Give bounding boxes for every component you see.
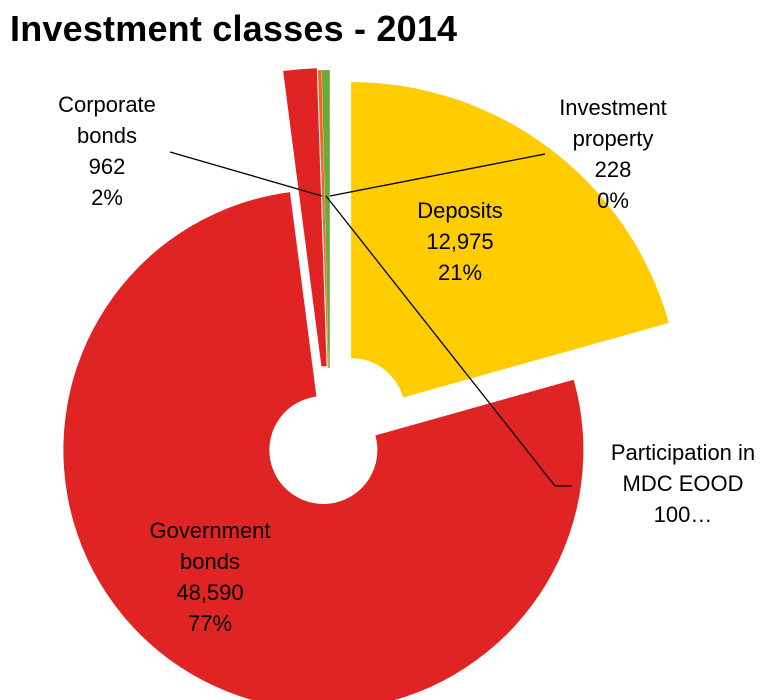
pie-slice-investment-property (321, 70, 330, 369)
chart-title: Investment classes - 2014 (10, 8, 458, 49)
data-label-government-bonds: Government bonds 48,590 77% (149, 518, 270, 636)
data-label-deposits: Deposits 12,975 21% (417, 198, 503, 285)
data-label-investment-property: Investment property 228 0% (559, 95, 667, 213)
data-label-participation-in-mdc-eood: Participation in MDC EOOD 100… (611, 440, 755, 527)
pie-slice-participation-in-mdc-eood (317, 70, 329, 369)
leader-line-participation-in-mdc-eood (325, 195, 572, 487)
leader-line-corporate-bonds (169, 151, 323, 197)
pie-slice-corporate-bonds (283, 68, 327, 367)
leader-line-investment-property (329, 153, 546, 197)
pie-slice-deposits (351, 82, 669, 398)
pie-slice-government-bonds (63, 192, 584, 700)
data-label-corporate-bonds: Corporate bonds 962 2% (58, 92, 156, 210)
